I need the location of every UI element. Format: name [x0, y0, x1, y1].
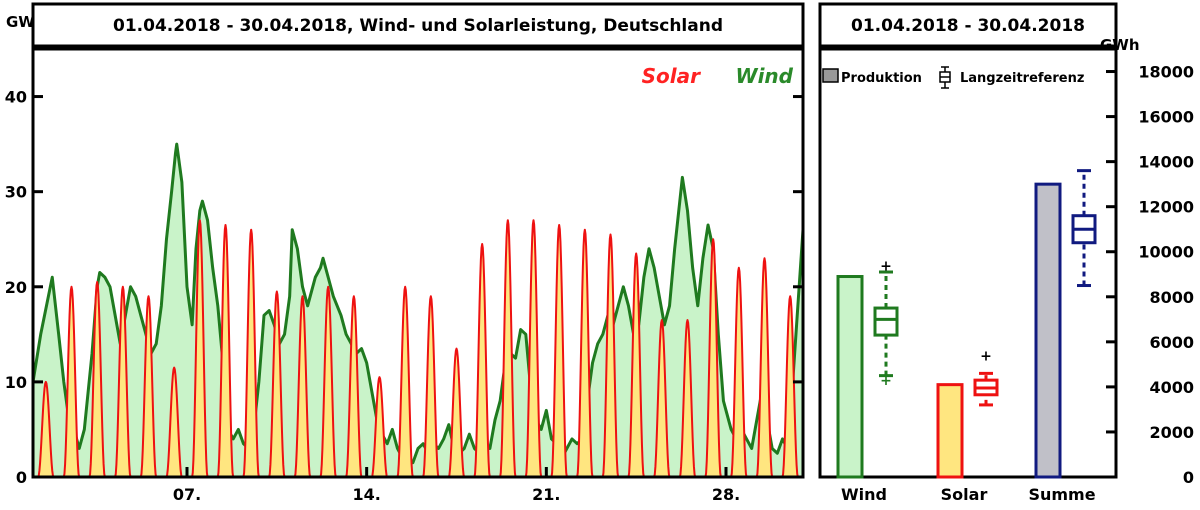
- category-label: Wind: [841, 485, 887, 504]
- ref-outlier: +: [880, 258, 892, 274]
- legend-reference-icon: [939, 66, 951, 89]
- x-tick-label: 14.: [352, 485, 380, 504]
- x-tick-label: 07.: [173, 485, 201, 504]
- right-y-tick-label: 8000: [1149, 288, 1194, 307]
- right-y-tick-label: 10000: [1138, 243, 1194, 262]
- solar-day-peak: [62, 285, 81, 478]
- solar-day-peak: [704, 238, 722, 478]
- solar-day-peak: [396, 285, 414, 478]
- ref-outlier: +: [880, 373, 892, 389]
- solar-day-peak: [293, 295, 312, 478]
- solar-day-peak: [524, 219, 543, 478]
- solar-day-peak: [576, 228, 594, 478]
- y-tick-label: 20: [5, 278, 27, 297]
- solar-day-peak: [191, 219, 209, 478]
- solar-day-peak: [345, 295, 363, 478]
- legend-reference-label: Langzeitreferenz: [960, 71, 1084, 86]
- legend-wind: Wind: [736, 64, 794, 88]
- legend-box: Produktion Langzeitreferenz: [822, 66, 1084, 89]
- right-title: 01.04.2018 - 30.04.2018: [851, 16, 1085, 36]
- solar-day-peak: [499, 219, 517, 478]
- solar-day-peak: [216, 223, 235, 478]
- solar-day-peak: [422, 295, 440, 478]
- production-bar: [1034, 182, 1062, 479]
- solar-day-peak: [550, 223, 568, 478]
- solar-day-peak: [473, 242, 491, 478]
- legend-production-label: Produktion: [841, 71, 922, 86]
- right-y-tick-label: 2000: [1149, 423, 1194, 442]
- solar-day-peak: [37, 380, 55, 478]
- legend-production-swatch: [822, 68, 839, 83]
- right-y-tick-label: 12000: [1138, 198, 1194, 217]
- solar-day-peak: [781, 295, 799, 478]
- x-tick-label: 28.: [712, 485, 740, 504]
- y-tick-label: 0: [16, 468, 27, 487]
- solar-day-peak: [242, 228, 260, 478]
- solar-day-peak: [755, 257, 774, 478]
- left-unit-label: GW: [6, 13, 35, 31]
- category-label: Summe: [1028, 485, 1095, 504]
- production-bar: [936, 383, 964, 479]
- right-plot-area: + + + 0 2000 4000 6000 8000 10000 12000 14000 1600…: [818, 47, 1194, 504]
- right-y-tick-label: 18000: [1138, 63, 1194, 82]
- category-label: Solar: [941, 485, 988, 504]
- solar-day-peak: [114, 285, 132, 478]
- solar-day-peak: [139, 295, 158, 478]
- left-plot-area: 0 10 20 30 40 07. 14. 21. 28.: [5, 47, 805, 504]
- y-tick-label: 40: [5, 88, 27, 107]
- solar-day-peak: [601, 233, 620, 478]
- solar-day-peak: [88, 281, 106, 478]
- y-tick-label: 30: [5, 183, 27, 202]
- solar-day-peak: [268, 290, 286, 478]
- left-title: 01.04.2018 - 30.04.2018, Wind- und Solar…: [113, 16, 723, 36]
- solar-day-peak: [319, 285, 337, 478]
- x-tick-label: 21.: [532, 485, 560, 504]
- solar-day-peak: [627, 252, 645, 478]
- right-y-tick-label: 14000: [1138, 153, 1194, 172]
- right-y-tick-label: 16000: [1138, 108, 1194, 127]
- right-y-tick-label: 6000: [1149, 333, 1194, 352]
- y-tick-label: 10: [5, 373, 27, 392]
- production-bar: [836, 275, 864, 479]
- solar-day-peak: [370, 376, 389, 478]
- solar-day-peak: [653, 319, 671, 478]
- legend-solar: Solar: [642, 64, 701, 88]
- solar-day-peak: [447, 347, 466, 478]
- solar-day-peak: [730, 266, 748, 478]
- right-y-tick-label: 0: [1183, 468, 1194, 487]
- ref-outlier: +: [980, 348, 992, 364]
- right-y-tick-label: 4000: [1149, 378, 1194, 397]
- right-title-box: 01.04.2018 - 30.04.2018: [818, 2, 1118, 48]
- left-title-box: 01.04.2018 - 30.04.2018, Wind- und Solar…: [31, 2, 805, 48]
- solar-day-peak: [678, 319, 697, 478]
- solar-day-peak: [165, 366, 183, 478]
- ref-box: [873, 306, 899, 337]
